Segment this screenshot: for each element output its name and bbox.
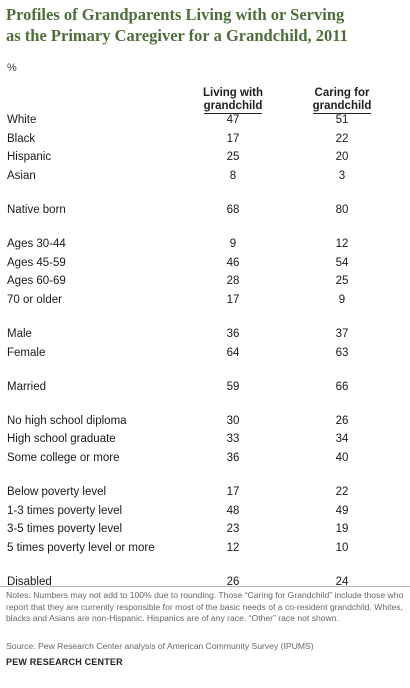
value-living-with-grandchild: 68 bbox=[226, 204, 240, 216]
table-row: 3-5 times poverty level 23 19 bbox=[0, 520, 410, 538]
value-caring-for-grandchild: 3 bbox=[338, 170, 346, 182]
row-label: Male bbox=[7, 328, 32, 340]
row-label: Hispanic bbox=[7, 151, 52, 163]
value-caring-for-grandchild: 37 bbox=[335, 328, 349, 340]
value-caring-for-grandchild: 12 bbox=[335, 238, 349, 250]
table-row: Some college or more 36 40 bbox=[0, 449, 410, 467]
table-row: Ages 30-44 9 12 bbox=[0, 235, 410, 253]
value-living-with-grandchild: 46 bbox=[226, 257, 240, 269]
value-living-with-grandchild: 25 bbox=[226, 151, 240, 163]
chart-title-line2: as the Primary Caregiver for a Grandchil… bbox=[6, 26, 348, 45]
value-caring-for-grandchild: 49 bbox=[335, 505, 349, 517]
value-living-with-grandchild: 17 bbox=[226, 294, 240, 306]
value-caring-for-grandchild: 22 bbox=[335, 486, 349, 498]
row-label: Ages 45-59 bbox=[7, 257, 66, 269]
row-label: 1-3 times poverty level bbox=[7, 505, 123, 517]
value-living-with-grandchild: 36 bbox=[226, 328, 240, 340]
value-caring-for-grandchild: 20 bbox=[335, 151, 349, 163]
value-living-with-grandchild: 17 bbox=[226, 486, 240, 498]
unit-label: % bbox=[7, 62, 17, 74]
value-caring-for-grandchild: 40 bbox=[335, 452, 349, 464]
value-caring-for-grandchild: 19 bbox=[335, 523, 349, 535]
table-row: Female 64 63 bbox=[0, 344, 410, 362]
table-row: 70 or older 17 9 bbox=[0, 291, 410, 309]
row-label: 70 or older bbox=[7, 294, 62, 306]
value-living-with-grandchild: 12 bbox=[226, 542, 240, 554]
row-label: No high school diploma bbox=[7, 415, 127, 427]
table-row: Below poverty level 17 22 bbox=[0, 483, 410, 501]
value-caring-for-grandchild: 63 bbox=[335, 347, 349, 359]
value-living-with-grandchild: 33 bbox=[226, 433, 240, 445]
organization-name: PEW RESEARCH CENTER bbox=[6, 657, 123, 667]
chart-title-line1: Profiles of Grandparents Living with or … bbox=[6, 5, 345, 24]
table-row: Ages 45-59 46 54 bbox=[0, 254, 410, 272]
row-label: Native born bbox=[7, 204, 66, 216]
table-row: White 47 51 bbox=[0, 111, 410, 129]
value-caring-for-grandchild: 9 bbox=[338, 294, 346, 306]
row-label: Ages 60-69 bbox=[7, 275, 66, 287]
row-label: Black bbox=[7, 133, 36, 145]
value-living-with-grandchild: 23 bbox=[226, 523, 240, 535]
column-header-living-line1: Living with bbox=[202, 87, 264, 99]
value-living-with-grandchild: 59 bbox=[226, 381, 240, 393]
row-label: White bbox=[7, 114, 37, 126]
column-header-caring-line2: grandchild bbox=[312, 100, 372, 114]
table-row: 5 times poverty level or more 12 10 bbox=[0, 539, 410, 557]
value-caring-for-grandchild: 66 bbox=[335, 381, 349, 393]
value-caring-for-grandchild: 51 bbox=[335, 114, 349, 126]
column-header-caring: Caring for grandchild bbox=[287, 87, 397, 114]
column-header-caring-line1: Caring for bbox=[314, 87, 370, 99]
value-caring-for-grandchild: 25 bbox=[335, 275, 349, 287]
value-caring-for-grandchild: 24 bbox=[335, 576, 349, 588]
row-label: Asian bbox=[7, 170, 36, 182]
column-header-living-line2: grandchild bbox=[203, 100, 263, 114]
value-living-with-grandchild: 30 bbox=[226, 415, 240, 427]
row-label: 5 times poverty level or more bbox=[7, 542, 155, 554]
source-text: Source: Pew Research Center analysis of … bbox=[6, 641, 314, 651]
row-label: Married bbox=[7, 381, 46, 393]
table-row: Native born 68 80 bbox=[0, 201, 410, 219]
notes-divider bbox=[0, 586, 410, 587]
value-caring-for-grandchild: 10 bbox=[335, 542, 349, 554]
row-label: Disabled bbox=[7, 576, 52, 588]
chart-title: Profiles of Grandparents Living with or … bbox=[6, 4, 406, 46]
row-label: High school graduate bbox=[7, 433, 116, 445]
value-caring-for-grandchild: 54 bbox=[335, 257, 349, 269]
table-row: Ages 60-69 28 25 bbox=[0, 272, 410, 290]
table-row: No high school diploma 30 26 bbox=[0, 412, 410, 430]
value-living-with-grandchild: 48 bbox=[226, 505, 240, 517]
table-row: Asian 8 3 bbox=[0, 167, 410, 185]
value-living-with-grandchild: 64 bbox=[226, 347, 240, 359]
table-row: Hispanic 25 20 bbox=[0, 148, 410, 166]
table-row: Black 17 22 bbox=[0, 130, 410, 148]
table-row: High school graduate 33 34 bbox=[0, 430, 410, 448]
value-caring-for-grandchild: 22 bbox=[335, 133, 349, 145]
row-label: Ages 30-44 bbox=[7, 238, 66, 250]
value-living-with-grandchild: 28 bbox=[226, 275, 240, 287]
value-caring-for-grandchild: 34 bbox=[335, 433, 349, 445]
table-row: 1-3 times poverty level 48 49 bbox=[0, 502, 410, 520]
value-living-with-grandchild: 26 bbox=[226, 576, 240, 588]
value-living-with-grandchild: 36 bbox=[226, 452, 240, 464]
table-row: Male 36 37 bbox=[0, 325, 410, 343]
table-row: Married 59 66 bbox=[0, 378, 410, 396]
value-living-with-grandchild: 17 bbox=[226, 133, 240, 145]
value-caring-for-grandchild: 80 bbox=[335, 204, 349, 216]
notes-text: Notes: Numbers may not add to 100% due t… bbox=[6, 590, 404, 623]
row-label: 3-5 times poverty level bbox=[7, 523, 123, 535]
table-row: Disabled 26 24 bbox=[0, 573, 410, 591]
value-living-with-grandchild: 8 bbox=[229, 170, 237, 182]
value-living-with-grandchild: 9 bbox=[229, 238, 237, 250]
value-caring-for-grandchild: 26 bbox=[335, 415, 349, 427]
row-label: Some college or more bbox=[7, 452, 120, 464]
value-living-with-grandchild: 47 bbox=[226, 114, 240, 126]
column-header-living: Living with grandchild bbox=[178, 87, 288, 114]
row-label: Female bbox=[7, 347, 46, 359]
row-label: Below poverty level bbox=[7, 486, 107, 498]
